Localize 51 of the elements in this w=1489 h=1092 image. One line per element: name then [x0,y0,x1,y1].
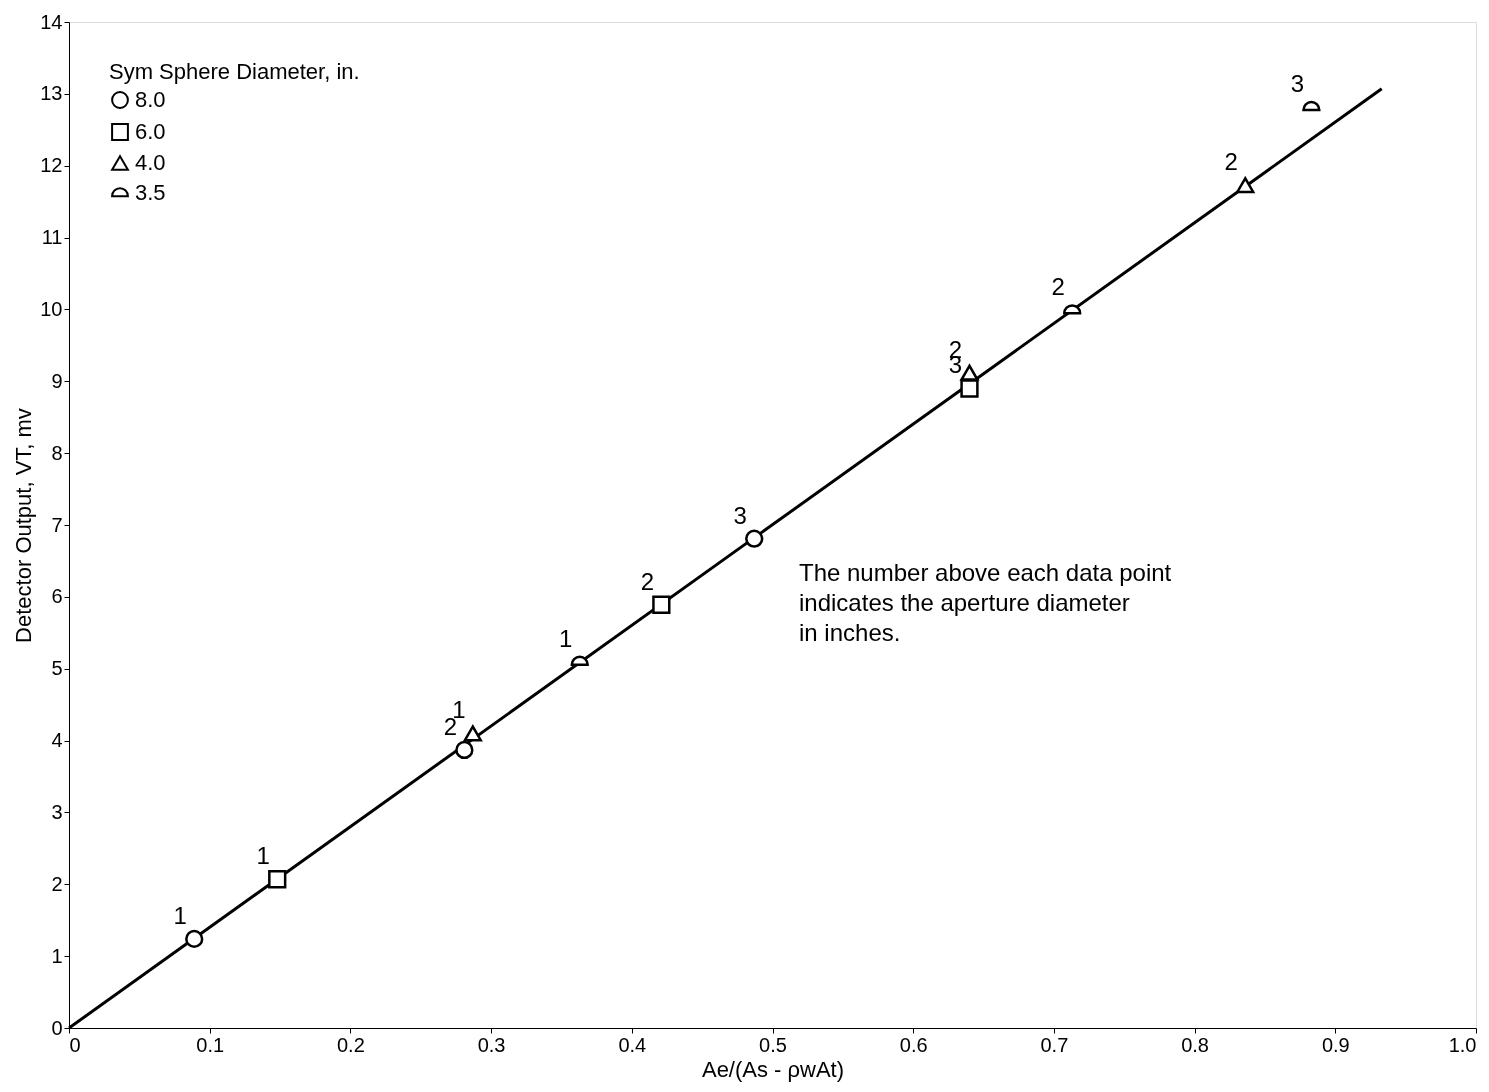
x-tick-label: 0.7 [1040,1033,1069,1056]
legend-label: 8.0 [135,87,166,112]
annotation: 2 [640,567,655,595]
legend-label: 6.0 [135,119,166,144]
y-axis-title: Detector Output, VT, mv [11,408,37,643]
y-tick-label: 3 [51,800,63,823]
annotation: 1 [559,624,573,652]
annotation: 2 [1051,273,1065,301]
legend-label: 4.0 [135,150,166,175]
y-tick-label: 2 [51,872,63,895]
y-tick-label: 6 [51,585,63,608]
y-tick-label: 7 [51,513,63,536]
y-tick-label: 8 [51,441,63,464]
y-tick-label: 1 [51,944,63,967]
annotation: 3 [733,501,747,529]
x-tick-label: 1.0 [1448,1033,1477,1056]
legend-title: Sym Sphere Diameter, in. [109,59,360,84]
point [455,740,474,760]
y-tick-label: 5 [51,657,63,680]
x-tick-label: 0.2 [336,1033,365,1056]
x-tick-label: 0.4 [618,1033,647,1056]
x-axis-title: Ae/(As - ρwAt) [701,1056,845,1082]
y-tick-label: 12 [40,154,63,177]
point [960,364,979,381]
annotation: The number above each data point indicates the aperture diameter in inches. [799,559,1172,646]
x-tick-label: 0.5 [759,1033,787,1056]
x-tick-label: 0.3 [477,1033,506,1056]
y-tick-label: 10 [40,297,63,320]
point [185,929,204,949]
legend-label: 3.5 [135,180,166,205]
x-tick-label: 0 [69,1033,81,1056]
point [745,529,764,548]
point [268,870,287,889]
y-tick-label: 11 [41,226,63,249]
annotation: 3 [1290,69,1305,97]
y-tick-label: 0 [51,1016,63,1039]
y-tick-label: 9 [51,369,63,392]
annotation: 2 [1224,148,1238,176]
y-tick-label: 14 [40,10,63,33]
x-tick-label: 0.6 [899,1033,928,1056]
point [652,595,671,614]
point [463,725,482,742]
point [960,379,979,398]
annotation: 1 [173,901,187,929]
y-tick-label: 13 [40,82,63,105]
y-tick-label: 4 [51,729,63,752]
point [1236,177,1255,194]
x-tick-label: 0.1 [196,1033,225,1056]
x-tick-label: 0.8 [1181,1033,1210,1056]
annotation: 1 [256,842,270,870]
x-tick-label: 0.9 [1321,1033,1350,1056]
